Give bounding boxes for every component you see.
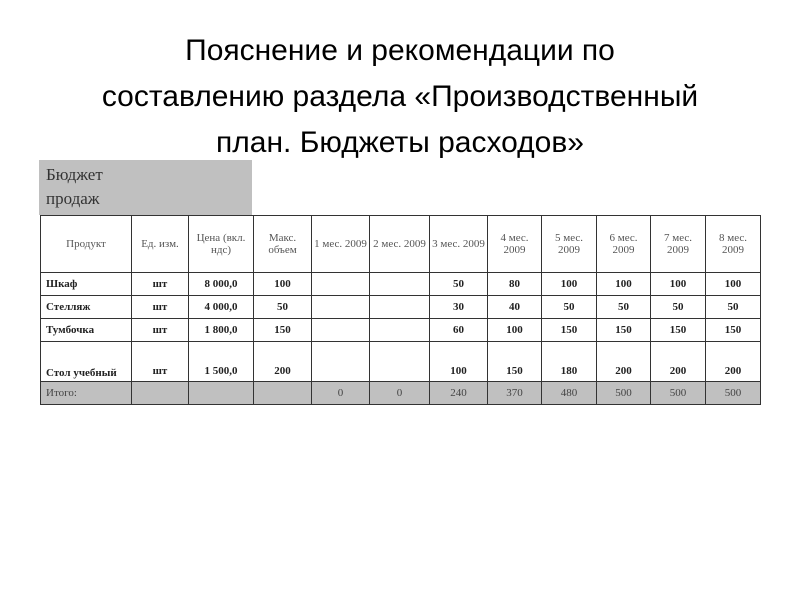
table-cell: шт: [131, 318, 189, 342]
table-cell: [311, 272, 370, 296]
table-cell: 100: [253, 272, 312, 296]
column-header: 6 мес. 2009: [596, 215, 651, 273]
total-cell: [188, 381, 254, 405]
table-cell: 180: [541, 341, 597, 382]
slide-title: Пояснение и рекомендации по составлению …: [0, 28, 800, 166]
table-cell: 100: [487, 318, 542, 342]
table-cell: 150: [487, 341, 542, 382]
total-cell: 500: [596, 381, 651, 405]
table-cell: [369, 272, 430, 296]
sales-budget-table: Продукт Ед. изм. Цена (вкл. ндс) Макс. объе…: [40, 215, 761, 405]
table-row: Тумбочка шт 1 800,0 150 60 100 150 150 150 150: [40, 318, 761, 342]
table-cell: 100: [596, 272, 651, 296]
table-cell: 50: [705, 295, 761, 319]
total-cell: 370: [487, 381, 542, 405]
total-cell: 0: [369, 381, 430, 405]
total-cell: 500: [705, 381, 761, 405]
table-cell: шт: [131, 341, 189, 382]
table-cell: 4 000,0: [188, 295, 254, 319]
table-cell: 40: [487, 295, 542, 319]
table-cell: 1 500,0: [188, 341, 254, 382]
table-cell: 100: [541, 272, 597, 296]
table-cell: 100: [650, 272, 706, 296]
table-cell: 200: [596, 341, 651, 382]
table-cell: 50: [253, 295, 312, 319]
table-caption: Бюджет продаж: [39, 160, 252, 215]
total-row: Итого: 0 0 240 370 480 500 500 500: [40, 381, 761, 405]
caption-line: продаж: [46, 189, 100, 208]
table-cell: [311, 341, 370, 382]
product-name: Шкаф: [40, 272, 132, 296]
table-cell: 150: [650, 318, 706, 342]
column-header: 3 мес. 2009: [429, 215, 488, 273]
table-cell: 50: [650, 295, 706, 319]
table-cell: 50: [429, 272, 488, 296]
caption-line: Бюджет: [46, 165, 103, 184]
column-header: 5 мес. 2009: [541, 215, 597, 273]
column-header: Цена (вкл. ндс): [188, 215, 254, 273]
table-row: Стелляж шт 4 000,0 50 30 40 50 50 50 50: [40, 295, 761, 319]
header-row: Продукт Ед. изм. Цена (вкл. ндс) Макс. объе…: [40, 215, 761, 273]
total-cell: 500: [650, 381, 706, 405]
product-name: Стелляж: [40, 295, 132, 319]
table-cell: [311, 318, 370, 342]
table-cell: 30: [429, 295, 488, 319]
column-header: Ед. изм.: [131, 215, 189, 273]
table-cell: 200: [650, 341, 706, 382]
table-cell: 100: [705, 272, 761, 296]
total-cell: [131, 381, 189, 405]
table-cell: шт: [131, 295, 189, 319]
table-cell: 100: [429, 341, 488, 382]
table-cell: шт: [131, 272, 189, 296]
total-cell: [253, 381, 312, 405]
column-header: 8 мес. 2009: [705, 215, 761, 273]
total-cell: 240: [429, 381, 488, 405]
title-line: Пояснение и рекомендации по: [185, 34, 615, 67]
product-name: Тумбочка: [40, 318, 132, 342]
table-cell: 150: [596, 318, 651, 342]
table-cell: [369, 318, 430, 342]
table-cell: 200: [253, 341, 312, 382]
column-header: 2 мес. 2009: [369, 215, 430, 273]
column-header: Макс. объем: [253, 215, 312, 273]
column-header: Продукт: [40, 215, 132, 273]
table-cell: [369, 341, 430, 382]
table-cell: 8 000,0: [188, 272, 254, 296]
table-cell: 200: [705, 341, 761, 382]
title-line: план. Бюджеты расходов»: [216, 126, 584, 159]
table-cell: 150: [253, 318, 312, 342]
title-line: составлению раздела «Производственный: [101, 80, 699, 113]
table-cell: 50: [596, 295, 651, 319]
table-cell: 50: [541, 295, 597, 319]
column-header: 7 мес. 2009: [650, 215, 706, 273]
table-cell: 1 800,0: [188, 318, 254, 342]
table-row: Шкаф шт 8 000,0 100 50 80 100 100 100 100: [40, 272, 761, 296]
table-cell: 150: [541, 318, 597, 342]
column-header: 1 мес. 2009: [311, 215, 370, 273]
table-cell: [369, 295, 430, 319]
product-name: Стол учебный: [40, 341, 132, 382]
column-header: 4 мес. 2009: [487, 215, 542, 273]
table-cell: 80: [487, 272, 542, 296]
table-cell: 150: [705, 318, 761, 342]
table-cell: 60: [429, 318, 488, 342]
table-cell: [311, 295, 370, 319]
total-cell: 480: [541, 381, 597, 405]
total-cell: 0: [311, 381, 370, 405]
total-cell: Итого:: [40, 381, 132, 405]
table-row: Стол учебный шт 1 500,0 200 100 150 180 200 200 2…: [40, 341, 761, 382]
